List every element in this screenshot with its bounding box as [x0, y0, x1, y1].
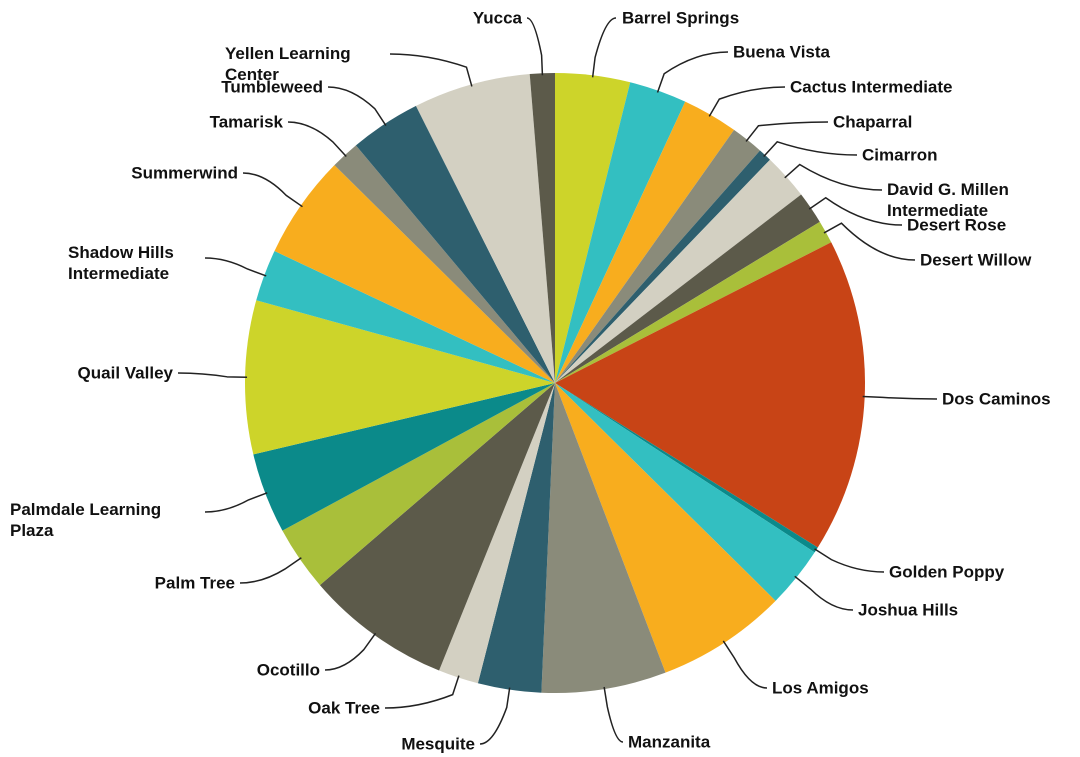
leader-line: [384, 675, 460, 709]
leader-line: [808, 196, 903, 226]
pie-slice: [555, 150, 771, 383]
leader-line: [239, 557, 302, 584]
leader-line: [763, 140, 858, 158]
leader-line: [479, 687, 511, 745]
slice-label: Mesquite: [401, 734, 475, 754]
leader-line: [204, 257, 267, 277]
slice-label: Palm Tree: [154, 573, 235, 593]
leader-line: [204, 492, 268, 513]
leader-line: [327, 86, 387, 126]
leader-line: [794, 575, 854, 611]
slice-label: Tumbleweed: [221, 77, 323, 97]
pie-slice: [355, 105, 555, 384]
pie-slice: [319, 383, 555, 671]
leader-line: [784, 163, 883, 191]
leader-line: [656, 51, 729, 93]
pie-slice: [555, 383, 776, 673]
pie-slice: [274, 165, 555, 383]
leader-line: [389, 53, 473, 87]
pie-slice: [334, 145, 555, 383]
pie-slice: [253, 383, 555, 531]
slice-label: Yellen Learning Center: [225, 44, 351, 84]
slice-label: Cactus Intermediate: [790, 77, 953, 97]
leader-line: [287, 121, 347, 158]
slice-label: Desert Rose: [907, 215, 1007, 235]
leader-line: [242, 172, 303, 208]
leader-line: [591, 17, 617, 78]
pie-slice: [541, 383, 666, 693]
slice-label: Joshua Hills: [858, 600, 959, 620]
slice-label: Palmdale Learning Plaza: [10, 500, 162, 540]
pie-slice: [529, 73, 555, 383]
leader-line: [823, 222, 916, 261]
leader-line: [324, 632, 377, 671]
leader-line: [708, 86, 786, 117]
slice-label: Cimarron: [862, 145, 938, 165]
slice-label: Quail Valley: [77, 363, 173, 383]
leader-line: [603, 686, 624, 743]
leader-line: [526, 17, 544, 76]
slice-label: Golden Poppy: [889, 562, 1005, 582]
slice-label: Summerwind: [131, 163, 238, 183]
pie-slice: [244, 300, 555, 455]
pie-slice: [477, 383, 555, 693]
slice-label: Tamarisk: [209, 112, 283, 132]
leader-line: [862, 395, 938, 400]
slice-label: Shadow Hills Intermediate: [68, 243, 174, 283]
leader-line: [814, 548, 885, 573]
slice-label: Desert Willow: [920, 250, 1032, 270]
slice-label: David G. Millen Intermediate: [887, 180, 1009, 220]
pie-slice: [555, 82, 686, 384]
slice-label: Ocotillo: [256, 660, 320, 680]
pie-slice: [555, 221, 832, 383]
pie-slice: [439, 383, 555, 684]
slice-label: Dos Caminos: [942, 389, 1051, 409]
slice-label: Chaparral: [833, 112, 913, 132]
slice-label: Barrel Springs: [622, 8, 740, 28]
slice-label: Manzanita: [628, 732, 711, 752]
slice-label: Oak Tree: [308, 698, 380, 718]
pie-slice: [555, 73, 631, 383]
pie-slice: [555, 383, 818, 553]
slice-label: Buena Vista: [733, 42, 831, 62]
pie-slice: [555, 101, 735, 384]
leader-line: [177, 372, 248, 378]
slice-label: Yucca: [472, 8, 522, 28]
pie-slice: [416, 74, 555, 383]
pie-slice: [555, 159, 802, 383]
pie-slice: [282, 383, 555, 586]
pie-slice: [555, 383, 815, 601]
slice-label: Los Amigos: [772, 678, 869, 698]
leader-line: [722, 640, 768, 689]
pie-slice: [256, 251, 555, 383]
leader-line: [745, 121, 829, 142]
pie-slice: [555, 242, 865, 548]
pie-slice: [555, 129, 761, 383]
pie-slice: [555, 194, 820, 383]
